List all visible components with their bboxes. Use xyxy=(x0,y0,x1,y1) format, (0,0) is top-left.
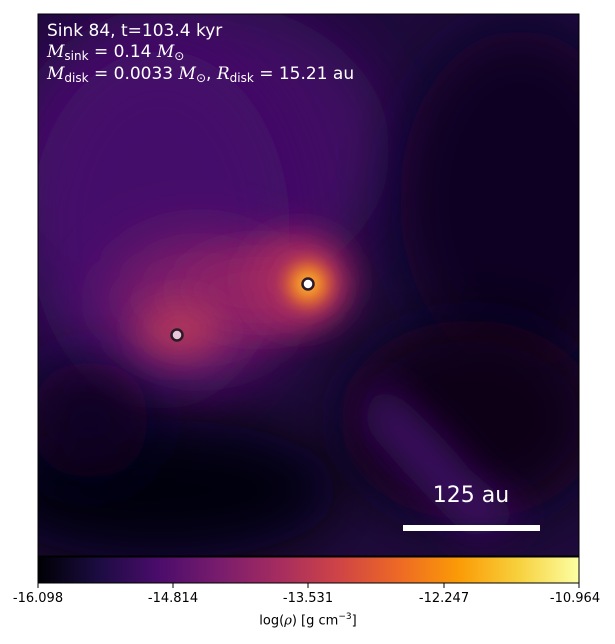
msun-subscript: ⊙ xyxy=(174,49,185,63)
colorbar-ticks xyxy=(37,583,580,588)
m-symbol: M xyxy=(47,42,65,62)
density-map xyxy=(38,14,579,556)
msun-subscript-2: ⊙ xyxy=(195,71,207,85)
disk-label: Mdisk = 0.0033 M⊙, Rdisk = 15.21 au xyxy=(47,64,354,89)
m-sink-value: = 0.14 xyxy=(88,42,157,62)
cbar-label-close: ] xyxy=(351,613,357,629)
m-disk-value: = 0.0033 xyxy=(88,64,179,84)
cbar-label-exp: −3 xyxy=(338,612,352,622)
cbar-label-suffix: ) [g cm xyxy=(291,613,339,629)
cbar-tick-label: -10.964 xyxy=(549,591,601,606)
cbar-tick-label: -13.531 xyxy=(282,591,334,606)
r-disk-symbol: R xyxy=(216,64,230,84)
m-sink-subscript: sink xyxy=(64,49,89,63)
cbar-label-prefix: log( xyxy=(259,613,285,629)
sink-84-marker xyxy=(301,277,315,291)
cbar-tick-label: -14.814 xyxy=(147,591,199,606)
colorbar xyxy=(37,556,580,584)
msun-symbol: M xyxy=(156,42,175,62)
scale-bar-label: 125 au xyxy=(432,483,510,508)
sink-secondary-marker xyxy=(170,328,184,342)
map-frame xyxy=(37,13,580,557)
scale-bar xyxy=(403,525,540,531)
rho-symbol: ρ xyxy=(284,613,292,629)
m-disk-subscript: disk xyxy=(64,71,89,85)
m-disk-symbol: M xyxy=(47,64,65,84)
r-disk-value: = 15.21 au xyxy=(253,64,355,84)
sink-mass-label: Msink = 0.14 M⊙ xyxy=(47,42,184,67)
sink-time-label: Sink 84, t=103.4 kyr xyxy=(47,21,223,41)
cbar-tick-label: -16.098 xyxy=(12,591,64,606)
msun-symbol-2: M xyxy=(178,64,196,84)
r-disk-subscript: disk xyxy=(229,71,254,85)
cbar-tick-label: -12.247 xyxy=(418,591,470,606)
colorbar-label: log(ρ) [g cm−3] xyxy=(259,612,356,628)
comma: , xyxy=(206,64,217,84)
